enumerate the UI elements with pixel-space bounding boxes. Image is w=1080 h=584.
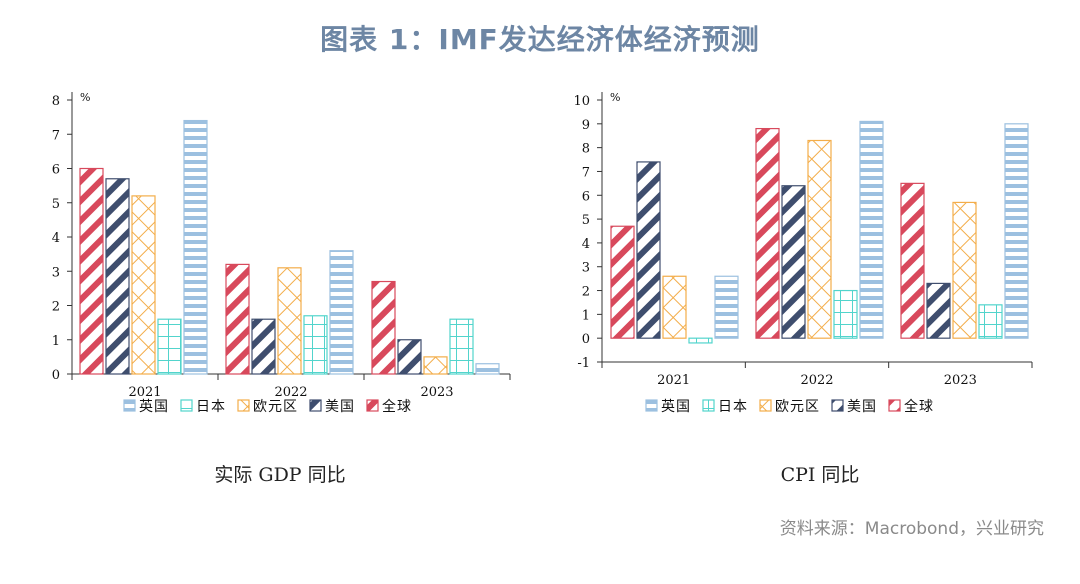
bar (688, 337, 713, 344)
x-category-label: 2021 (657, 373, 690, 388)
cpi-chart-caption: CPI 同比 (780, 464, 860, 486)
bar (859, 120, 884, 339)
legend-swatch (702, 399, 715, 412)
y-tick-label: 2 (582, 285, 590, 300)
legend-label: 欧元区 (775, 399, 820, 415)
gdp-chart-caption: 实际 GDP 同比 (214, 464, 346, 486)
bar (225, 263, 250, 375)
y-tick-label: 8 (582, 142, 590, 157)
bar (251, 318, 276, 375)
unit-label: % (610, 91, 620, 104)
y-tick-label: 7 (582, 165, 590, 180)
source-note: 资料来源：Macrobond，兴业研究 (779, 519, 1044, 539)
bar (978, 304, 1003, 339)
legend-label: 美国 (325, 399, 355, 415)
y-tick-label: 3 (582, 261, 590, 276)
legend-swatch (831, 399, 844, 412)
bar (105, 178, 130, 375)
y-tick-label: 2 (52, 300, 60, 315)
bar (475, 363, 500, 375)
legend-swatch (888, 399, 901, 412)
bar (952, 201, 977, 339)
y-tick-label: 4 (52, 231, 60, 246)
bar (1004, 123, 1029, 339)
legend-swatch (237, 399, 250, 412)
legend-swatch (759, 399, 772, 412)
legend-label: 日本 (196, 399, 226, 415)
bar (662, 275, 687, 339)
bar (157, 318, 182, 375)
gdp-chart: 0 1 2 3 4 5 6 7 8 % 2021 2022 2023 英国 日本 欧元区 美国 全球 (52, 91, 511, 415)
bar (397, 339, 422, 375)
bar (183, 119, 208, 375)
cpi-chart: -1 0 1 2 3 4 5 6 7 8 9 10 % 2021 2022 2023 英国 日本 欧元区 美国 全球 (573, 91, 1033, 415)
y-tick-label: 9 (582, 118, 590, 133)
y-tick-label: 6 (52, 163, 60, 178)
x-category-label: 2021 (128, 385, 161, 400)
x-category-label: 2023 (420, 385, 453, 400)
legend-label: 欧元区 (253, 399, 298, 415)
legend-label: 英国 (139, 398, 169, 415)
legend-swatch (123, 399, 136, 412)
bar (329, 250, 354, 375)
bar (636, 161, 661, 339)
y-tick-label: 3 (52, 265, 60, 280)
bar (610, 225, 635, 339)
bar (277, 267, 302, 375)
y-tick-label: -1 (577, 356, 590, 371)
y-tick-label: 0 (582, 332, 590, 347)
bar (303, 315, 328, 375)
legend-swatch (645, 399, 658, 412)
y-tick-label: 10 (573, 94, 590, 109)
bar (833, 289, 858, 339)
legend-swatch (366, 399, 379, 412)
legend-swatch (309, 399, 322, 412)
bar (926, 282, 951, 339)
y-tick-label: 4 (582, 237, 590, 252)
x-category-label: 2022 (800, 373, 833, 388)
x-category-label: 2022 (274, 385, 307, 400)
bar (807, 139, 832, 339)
bar (900, 182, 925, 339)
bar (423, 356, 448, 375)
x-category-label: 2023 (944, 373, 977, 388)
y-tick-label: 5 (582, 213, 590, 228)
y-tick-label: 1 (52, 334, 60, 349)
y-tick-label: 7 (52, 128, 60, 143)
legend-label: 全球 (382, 398, 412, 415)
bar (781, 185, 806, 339)
bar (131, 195, 156, 375)
y-tick-label: 0 (52, 368, 60, 383)
legend-label: 美国 (847, 399, 877, 415)
bar (79, 167, 104, 375)
page-title: 图表 1：IMF发达经济体经济预测 (320, 23, 760, 56)
legend-label: 日本 (718, 399, 748, 415)
legend-swatch (180, 399, 193, 412)
unit-label: % (80, 91, 90, 104)
legend-label: 英国 (661, 398, 691, 415)
y-tick-label: 5 (52, 197, 60, 212)
y-tick-label: 1 (582, 308, 590, 323)
y-tick-label: 6 (582, 189, 590, 204)
y-tick-label: 8 (52, 94, 60, 109)
bar (371, 280, 396, 375)
legend-label: 全球 (904, 398, 934, 415)
bar (714, 275, 739, 339)
bar (449, 318, 474, 375)
bar (755, 127, 780, 339)
